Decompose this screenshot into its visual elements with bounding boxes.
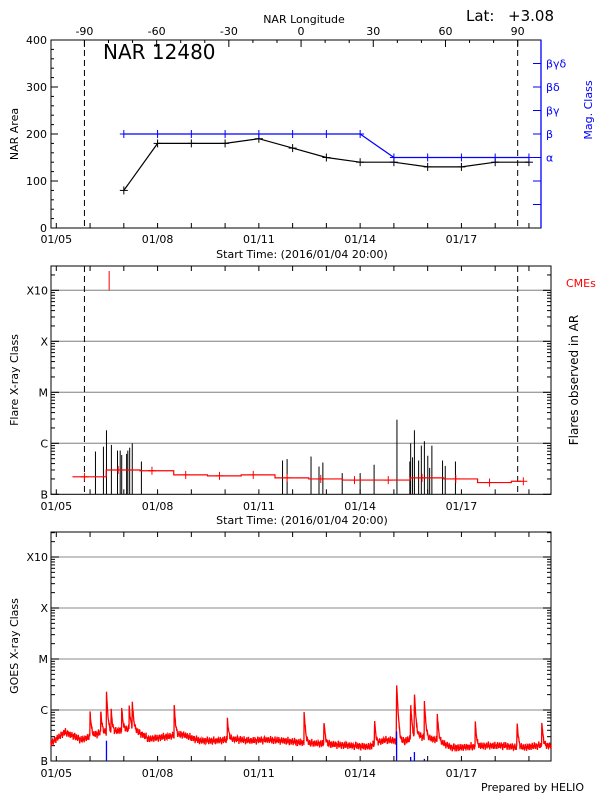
lat-value: +3.08 [508,7,554,25]
mag-class-point [221,130,230,138]
nar-area-point [187,139,196,148]
flare-background-point [384,476,393,485]
flare-background-point [114,465,123,474]
area-tick-label: 300 [26,81,47,94]
flare-background-point [147,466,156,475]
panel-frame-1 [50,265,552,495]
class-tick-label: X10 [26,551,48,564]
top-xaxis-label: Start Time: (2016/01/04 20:00) [216,248,388,261]
nar-area-point [457,162,466,171]
nar-area-axis-label: NAR Area [8,108,21,160]
class-tick-label: X10 [26,284,48,297]
prepared-by-credit: Prepared by HELIO [481,781,584,794]
mag-class-point [524,153,533,162]
date-tick-label: 01/05 [40,767,72,780]
mag-class-tick-label: βγ [546,105,560,118]
flare-background-point [249,470,258,479]
date-tick-label: 01/17 [446,233,478,246]
class-tick-label: M [39,386,49,399]
mag-class-point [457,153,466,162]
date-tick-label: 01/17 [446,767,478,780]
date-tick-label: 01/08 [142,233,174,246]
flare-background-point [451,474,460,483]
nar-area-point [119,186,128,195]
class-tick-label: C [40,437,48,450]
date-tick-label: 01/14 [344,500,376,513]
goes-xray-curve [50,685,552,752]
mag-class-point [153,130,162,138]
mag-class-point [356,130,365,138]
flare-background-line [72,469,522,484]
nar-area-point [288,144,297,153]
mag-class-point [187,130,196,138]
nar-area-line [123,138,529,191]
mag-class-tick-label: α [546,152,553,165]
flare-axis-label: Flare X-ray Class [8,334,21,426]
longitude-tick-label: 90 [511,25,525,38]
class-tick-label: B [40,755,48,768]
date-tick-label: 01/08 [142,767,174,780]
date-tick-label: 01/11 [243,233,275,246]
flare-background-point [215,471,224,480]
date-tick-label: 01/08 [142,500,174,513]
longitude-tick-label: -60 [148,25,166,38]
class-tick-label: B [40,488,48,501]
class-tick-label: X [40,602,48,615]
nar-area-point [153,139,162,148]
cme-legend: CMEs [566,277,596,290]
date-tick-label: 01/14 [344,233,376,246]
mag-class-tick-label: βδ [546,81,560,94]
area-tick-label: 400 [26,34,47,47]
goes-axis-label: GOES X-ray Class [8,598,21,694]
date-tick-label: 01/05 [40,500,72,513]
flare-background-point [80,472,89,481]
mag-class-point [423,153,432,162]
mag-class-axis-label: Mag. Class [582,80,595,139]
mag-class-tick-label: β [546,128,553,141]
mag-class-point [491,153,500,162]
flare-background-point [485,478,494,487]
mag-class-point [322,130,331,138]
class-tick-label: C [40,704,48,717]
panel-frame-2 [50,531,552,762]
flare-background-point [282,473,291,482]
longitude-axis-label: NAR Longitude [263,13,345,26]
nar-area-point [423,162,432,171]
area-tick-label: 100 [26,175,47,188]
mag-class-point [254,130,263,138]
date-tick-label: 01/14 [344,767,376,780]
date-tick-label: 01/05 [40,233,72,246]
middle-xaxis-label: Start Time: (2016/01/04 20:00) [216,514,388,527]
longitude-tick-label: 60 [438,25,452,38]
longitude-tick-label: 0 [298,25,305,38]
date-tick-label: 01/11 [243,767,275,780]
flares-observed-label: Flares observed in AR [567,315,581,445]
mag-class-point [288,130,297,138]
longitude-tick-label: -30 [220,25,238,38]
mag-class-point [119,130,128,138]
flare-background-point [519,477,528,486]
nar-area-point [221,139,230,148]
area-tick-label: 0 [40,222,47,235]
class-tick-label: X [40,335,48,348]
date-tick-label: 01/11 [243,500,275,513]
date-tick-label: 01/17 [446,500,478,513]
flare-background-point [316,474,325,483]
longitude-tick-label: -90 [75,25,93,38]
nar-title: NAR 12480 [103,40,216,64]
nar-area-point [322,153,331,162]
longitude-tick-label: 30 [366,25,380,38]
flare-background-point [350,476,359,485]
flare-background-point [181,470,190,479]
lat-label: Lat: [466,7,494,25]
class-tick-label: M [39,653,49,666]
nar-area-point [356,158,365,167]
mag-class-point [389,153,398,162]
mag-class-tick-label: βγδ [546,58,567,71]
flare-background-point [418,473,427,482]
area-tick-label: 200 [26,128,47,141]
